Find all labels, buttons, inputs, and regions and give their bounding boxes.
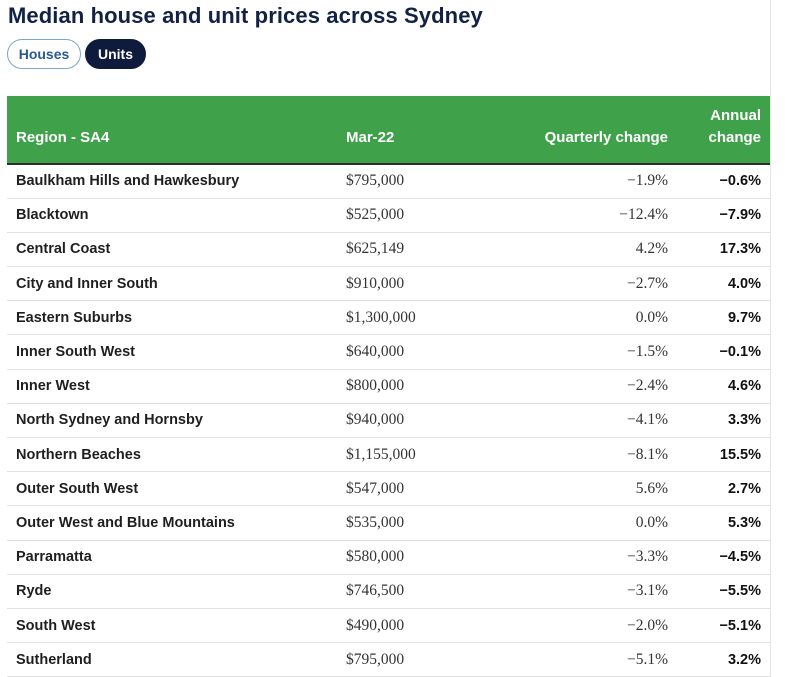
housing-type-toggle: Houses Units — [7, 39, 146, 69]
quarterly-change-cell: −2.4% — [487, 369, 677, 404]
quarterly-change-cell: 0.0% — [487, 505, 677, 541]
table-row: Eastern Suburbs $1,300,000 0.0% 9.7% — [7, 300, 770, 336]
region-cell: City and Inner South — [7, 266, 337, 302]
region-cell: Central Coast — [7, 232, 337, 268]
table-row: Ryde $746,500 −3.1% −5.5% — [7, 574, 770, 609]
annual-change-cell: 4.0% — [677, 266, 770, 302]
quarterly-change-cell: −4.1% — [487, 403, 677, 439]
price-cell: $625,149 — [337, 232, 487, 268]
price-cell: $910,000 — [337, 266, 487, 302]
region-cell: Outer West and Blue Mountains — [7, 505, 337, 541]
annual-change-cell: 9.7% — [677, 300, 770, 336]
table-body: Baulkham Hills and Hawkesbury $795,000 −1.… — [7, 164, 770, 677]
region-cell: Northern Beaches — [7, 437, 337, 473]
price-cell: $580,000 — [337, 540, 487, 575]
column-header-quarterly-change[interactable]: Quarterly change — [544, 129, 668, 146]
units-toggle-button[interactable]: Units — [85, 39, 146, 69]
column-header-annual-change[interactable]: Annual change — [677, 96, 770, 164]
table-row: Outer West and Blue Mountains $535,000 0.0… — [7, 505, 770, 541]
houses-toggle-button[interactable]: Houses — [7, 39, 81, 69]
annual-change-cell: 3.2% — [677, 642, 770, 677]
table-row: City and Inner South $910,000 −2.7% 4.0% — [7, 266, 770, 302]
quarterly-change-cell: 0.0% — [487, 300, 677, 336]
annual-change-cell: −4.5% — [677, 540, 770, 575]
price-cell: $940,000 — [337, 403, 487, 439]
price-cell: $1,300,000 — [337, 300, 487, 336]
quarterly-change-cell: 4.2% — [487, 232, 677, 268]
table-row: Inner West $800,000 −2.4% 4.6% — [7, 369, 770, 404]
region-cell: Baulkham Hills and Hawkesbury — [7, 164, 337, 199]
column-header-region[interactable]: Region - SA4 — [16, 129, 110, 146]
table-row: Northern Beaches $1,155,000 −8.1% 15.5% — [7, 437, 770, 473]
annual-change-cell: −5.1% — [677, 608, 770, 644]
annual-change-cell: −0.1% — [677, 334, 770, 370]
annual-change-cell: 3.3% — [677, 403, 770, 439]
annual-change-cell: −5.5% — [677, 574, 770, 609]
annual-change-cell: 4.6% — [677, 369, 770, 404]
quarterly-change-cell: 5.6% — [487, 471, 677, 507]
annual-change-cell: −0.6% — [677, 164, 770, 199]
region-cell: Eastern Suburbs — [7, 300, 337, 336]
price-cell: $535,000 — [337, 505, 487, 541]
table-header: Region - SA4 Mar-22 Quarterly change Ann… — [7, 96, 770, 164]
quarterly-change-cell: −1.5% — [487, 334, 677, 370]
price-cell: $525,000 — [337, 198, 487, 233]
table-row: Parramatta $580,000 −3.3% −4.5% — [7, 540, 770, 575]
table-row: Inner South West $640,000 −1.5% −0.1% — [7, 334, 770, 370]
region-cell: Sutherland — [7, 642, 337, 677]
annual-change-cell: −7.9% — [677, 198, 770, 233]
table-row: Central Coast $625,149 4.2% 17.3% — [7, 232, 770, 268]
quarterly-change-cell: −3.1% — [487, 574, 677, 609]
region-cell: Ryde — [7, 574, 337, 609]
page-title: Median house and unit prices across Sydn… — [8, 3, 483, 28]
price-cell: $547,000 — [337, 471, 487, 507]
annual-change-cell: 17.3% — [677, 232, 770, 268]
annual-change-cell: 2.7% — [677, 471, 770, 507]
annual-header-label: Annual change — [708, 107, 761, 146]
quarterly-change-cell: −5.1% — [487, 642, 677, 677]
table-row: Blacktown $525,000 −12.4% −7.9% — [7, 198, 770, 233]
region-cell: North Sydney and Hornsby — [7, 403, 337, 439]
quarterly-change-cell: −2.0% — [487, 608, 677, 644]
prices-table: Region - SA4 Mar-22 Quarterly change Ann… — [7, 96, 770, 677]
price-cell: $746,500 — [337, 574, 487, 609]
quarterly-change-cell: −8.1% — [487, 437, 677, 473]
divider — [770, 0, 771, 677]
quarterly-change-cell: −2.7% — [487, 266, 677, 302]
price-cell: $795,000 — [337, 164, 487, 199]
table-row: South West $490,000 −2.0% −5.1% — [7, 608, 770, 644]
region-cell: Parramatta — [7, 540, 337, 575]
region-cell: Inner West — [7, 369, 337, 404]
region-cell: Blacktown — [7, 198, 337, 233]
table-row: Baulkham Hills and Hawkesbury $795,000 −1.… — [7, 164, 770, 199]
annual-change-cell: 15.5% — [677, 437, 770, 473]
price-cell: $640,000 — [337, 334, 487, 370]
quarterly-change-cell: −1.9% — [487, 164, 677, 199]
price-cell: $490,000 — [337, 608, 487, 644]
price-cell: $1,155,000 — [337, 437, 487, 473]
region-cell: Inner South West — [7, 334, 337, 370]
region-cell: South West — [7, 608, 337, 644]
annual-change-cell: 5.3% — [677, 505, 770, 541]
price-cell: $800,000 — [337, 369, 487, 404]
header-row: Region - SA4 Mar-22 Quarterly change Ann… — [7, 96, 770, 164]
table-row: Sutherland $795,000 −5.1% 3.2% — [7, 642, 770, 677]
region-cell: Outer South West — [7, 471, 337, 507]
column-header-price[interactable]: Mar-22 — [346, 129, 395, 146]
table-row: North Sydney and Hornsby $940,000 −4.1% 3.3… — [7, 403, 770, 439]
price-cell: $795,000 — [337, 642, 487, 677]
quarterly-change-cell: −3.3% — [487, 540, 677, 575]
table-row: Outer South West $547,000 5.6% 2.7% — [7, 471, 770, 507]
quarterly-change-cell: −12.4% — [487, 198, 677, 233]
